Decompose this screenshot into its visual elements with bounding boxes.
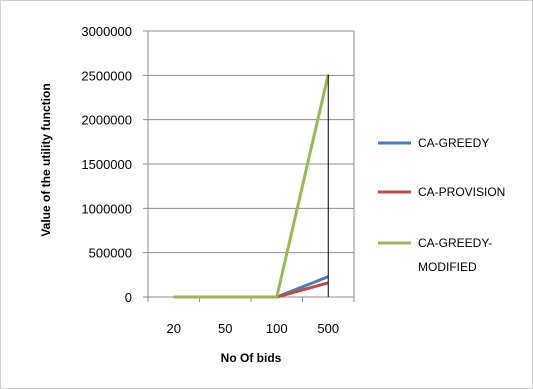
y-tick-label: 3000000 [81,24,132,39]
axes [143,30,355,302]
y-tick-labels: 0 500000 1000000 1500000 2000000 2500000 30000… [81,24,132,305]
x-tick-label: 500 [317,321,339,336]
series-lines [173,74,330,299]
y-tick-label: 1000000 [81,201,132,216]
series-line-ca-greedy [173,275,329,299]
y-tick-label: 2000000 [81,113,132,128]
y-tick-label: 2500000 [81,68,132,83]
y-tick-label: 0 [125,290,132,305]
legend-label: CA-GREEDY [418,136,489,150]
x-tick-label: 20 [167,321,181,336]
legend-label: CA-GREEDY- [418,236,492,250]
x-tick-label: 100 [266,321,288,336]
x-tick-labels: 20 50 100 500 [167,321,340,336]
legend: CA-GREEDY CA-PROVISION CA-GREEDY- MODIFIED [378,136,505,274]
y-axis-label: Value of the utility function [39,83,53,236]
x-axis-label: No Of bids [221,351,282,365]
y-tick-label: 500000 [89,246,132,261]
x-tick-label: 50 [218,321,232,336]
gridlines [148,30,354,254]
series-line-ca-greedy-modified [173,74,330,299]
y-tick-label: 1500000 [81,157,132,172]
legend-label: MODIFIED [418,260,477,274]
legend-label: CA-PROVISION [418,185,505,199]
